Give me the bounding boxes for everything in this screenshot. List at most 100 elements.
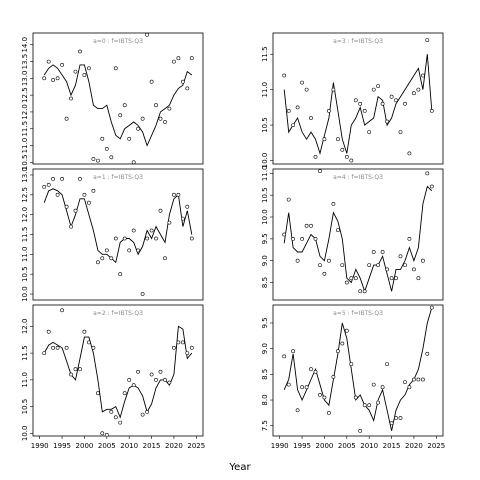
fitted-line: [283, 54, 433, 156]
x-tick-label: 2015: [143, 442, 161, 450]
observation-point: [145, 236, 150, 241]
y-tick-label: 9.5: [261, 233, 269, 244]
panel-5: a=5 : f=IBTS-Q3 7.5 8.0 8.5 9.0 9.5 1990 1995 20…: [261, 304, 445, 450]
observation-point: [91, 188, 96, 193]
observation-point: [176, 56, 181, 61]
observation-point: [109, 256, 114, 261]
observation-point: [78, 49, 82, 54]
observation-point: [171, 345, 176, 350]
observation-point: [171, 59, 176, 64]
fitted-line: [43, 325, 193, 419]
y-tick-label: 13.5: [21, 54, 29, 70]
y-tick-label: 12.5: [21, 87, 29, 103]
observation-point: [55, 345, 60, 350]
observation-point: [309, 116, 313, 120]
y-tick-label: 10.0: [261, 153, 269, 169]
observation-point: [42, 184, 47, 189]
y-tick-label: 12.0: [21, 104, 29, 120]
observation-point: [163, 377, 167, 382]
y-tick-label: 12.5: [21, 187, 29, 203]
observation-point: [322, 271, 327, 276]
observation-point: [51, 345, 56, 350]
observation-point: [158, 208, 163, 213]
observation-point: [82, 329, 87, 334]
observation-point: [113, 236, 118, 241]
observation-point: [87, 200, 91, 205]
observation-point: [371, 250, 376, 254]
y-tick-label: 11.5: [21, 121, 29, 137]
observation-point: [353, 395, 358, 400]
observation-point: [180, 79, 185, 84]
observation-point: [394, 416, 398, 420]
observation-point: [389, 276, 394, 281]
observation-point: [189, 56, 194, 61]
observation-point: [51, 78, 56, 82]
observation-point: [318, 263, 322, 268]
fitted-line: [43, 188, 193, 264]
observation-point: [429, 184, 434, 189]
x-tick-label: 2010: [120, 442, 138, 450]
observation-point: [385, 267, 390, 272]
observation-point: [131, 383, 136, 388]
observation-point: [140, 412, 145, 417]
observation-point: [131, 160, 136, 165]
x-tick-label: 2005: [338, 442, 356, 450]
observation-point: [385, 362, 390, 367]
observation-point: [176, 192, 181, 197]
fitted-line: [283, 185, 433, 293]
fitted-line: [43, 64, 193, 147]
y-tick-label: 11.0: [21, 138, 29, 154]
observation-point: [46, 59, 51, 64]
observation-point: [340, 341, 345, 346]
observation-point: [376, 263, 381, 268]
observation-point: [420, 377, 425, 382]
observation-point: [122, 236, 127, 241]
y-tick-label: 13.0: [21, 167, 29, 183]
panel-2: a=1 : f=IBTS-Q3 10.0 10.5 11.0 11.5 12.0 12.5 1…: [21, 167, 204, 302]
observation-point: [331, 201, 336, 206]
observation-point: [118, 420, 123, 425]
observation-point: [163, 120, 167, 124]
observation-point: [398, 254, 403, 259]
observation-point: [318, 169, 322, 174]
observation-point: [398, 416, 403, 420]
observation-point: [349, 276, 354, 281]
y-tick-label: 10.5: [261, 117, 269, 133]
panels-group: a=0 : f=IBTS-Q310.511.011.512.012.513.01…: [21, 32, 445, 450]
x-tick-label: 1995: [53, 442, 71, 450]
observation-point: [309, 223, 313, 228]
observation-point: [176, 340, 181, 345]
observation-point: [69, 224, 73, 229]
observation-point: [64, 345, 69, 350]
observation-point: [154, 377, 158, 382]
observation-point: [322, 395, 327, 400]
observation-point: [87, 66, 91, 71]
observation-point: [407, 236, 412, 241]
observation-point: [403, 101, 407, 106]
observation-point: [420, 258, 425, 263]
observation-point: [291, 123, 296, 128]
observation-point: [304, 223, 309, 228]
observation-point: [145, 409, 150, 414]
observation-point: [131, 228, 136, 233]
panel-frame: [272, 304, 444, 437]
observation-point: [149, 372, 154, 377]
observation-point: [358, 428, 363, 433]
observation-point: [295, 105, 300, 110]
observation-point: [380, 101, 385, 106]
observation-point: [326, 109, 331, 113]
observation-point: [136, 126, 141, 131]
observation-point: [69, 96, 73, 101]
observation-point: [154, 236, 158, 241]
observation-point: [55, 76, 60, 81]
observation-point: [398, 130, 403, 135]
observation-point: [286, 197, 291, 202]
y-tick-label: 11.5: [261, 46, 269, 62]
panel-title: a=5 : f=IBTS-Q3: [333, 310, 383, 317]
observation-point: [154, 103, 158, 108]
observation-point: [425, 38, 430, 43]
observation-point: [376, 400, 381, 405]
observation-point: [295, 408, 300, 413]
observation-point: [163, 256, 167, 261]
